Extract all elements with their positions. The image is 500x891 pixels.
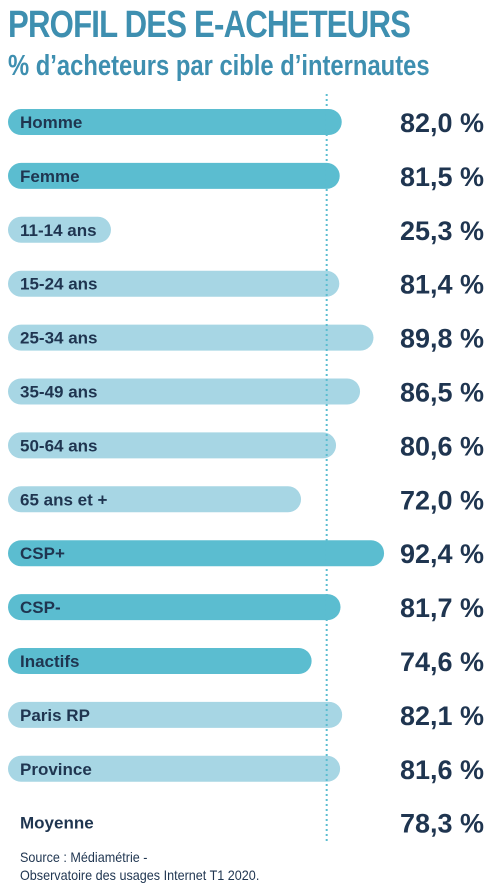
source-line-1: Source : Médiamétrie - bbox=[20, 849, 148, 865]
bar-12 bbox=[8, 755, 341, 782]
bar-value-label: 82,1 % bbox=[400, 701, 484, 731]
chart-title: PROFIL DES E-ACHETEURS bbox=[8, 4, 411, 46]
bar-category-label: Paris RP bbox=[20, 706, 90, 725]
bar-value-label: 81,7 % bbox=[400, 593, 484, 623]
bar-10 bbox=[8, 648, 312, 674]
bar-value-label: 25,3 % bbox=[400, 216, 484, 246]
chart-subtitle: % d’acheteurs par cible d’internautes bbox=[8, 50, 430, 82]
bar-4 bbox=[8, 324, 374, 351]
labels-group: Homme 82,0 % Femme 81,5 % 11-14 ans 25,3 % 15-… bbox=[20, 108, 484, 839]
bar-6 bbox=[8, 432, 337, 459]
bar-1 bbox=[8, 162, 340, 189]
bar-value-label: 81,4 % bbox=[400, 270, 484, 300]
bar-value-label: 74,6 % bbox=[400, 647, 484, 677]
bar-value-label: 80,6 % bbox=[400, 431, 484, 461]
bar-value-label: 82,0 % bbox=[400, 108, 484, 138]
bar-category-label: 50-64 ans bbox=[20, 436, 98, 455]
bar-11 bbox=[8, 701, 343, 728]
bar-value-label: 89,8 % bbox=[400, 324, 484, 354]
bar-category-label: Femme bbox=[20, 167, 80, 186]
bar-9 bbox=[8, 594, 341, 621]
bar-category-label: 65 ans et + bbox=[20, 490, 107, 509]
bars-group bbox=[8, 109, 385, 782]
bar-category-label: 25-34 ans bbox=[20, 329, 98, 348]
bar-category-label: 15-24 ans bbox=[20, 275, 98, 294]
bar-category-label: CSP+ bbox=[20, 544, 65, 563]
average-value-label: 78,3 % bbox=[400, 809, 484, 839]
bar-8 bbox=[8, 540, 385, 567]
bar-value-label: 86,5 % bbox=[400, 378, 484, 408]
average-label: Moyenne bbox=[20, 814, 94, 833]
bar-category-label: 35-49 ans bbox=[20, 383, 98, 402]
bar-value-label: 92,4 % bbox=[400, 539, 484, 569]
bar-category-label: CSP- bbox=[20, 598, 61, 617]
bar-value-label: 81,6 % bbox=[400, 755, 484, 785]
bar-value-label: 72,0 % bbox=[400, 485, 484, 515]
bar-3 bbox=[8, 270, 340, 297]
source-line-2: Observatoire des usages Internet T1 2020… bbox=[20, 867, 260, 883]
bar-5 bbox=[8, 378, 361, 405]
bar-category-label: 11-14 ans bbox=[20, 221, 97, 240]
bar-2 bbox=[8, 216, 111, 243]
bar-value-label: 81,5 % bbox=[400, 162, 484, 192]
bar-category-label: Province bbox=[20, 760, 92, 779]
bar-category-label: Inactifs bbox=[20, 652, 80, 671]
source-note: Source : Médiamétrie - Observatoire des … bbox=[20, 848, 259, 884]
bar-0 bbox=[8, 109, 342, 135]
bar-category-label: Homme bbox=[20, 113, 82, 132]
bar-7 bbox=[8, 486, 302, 513]
